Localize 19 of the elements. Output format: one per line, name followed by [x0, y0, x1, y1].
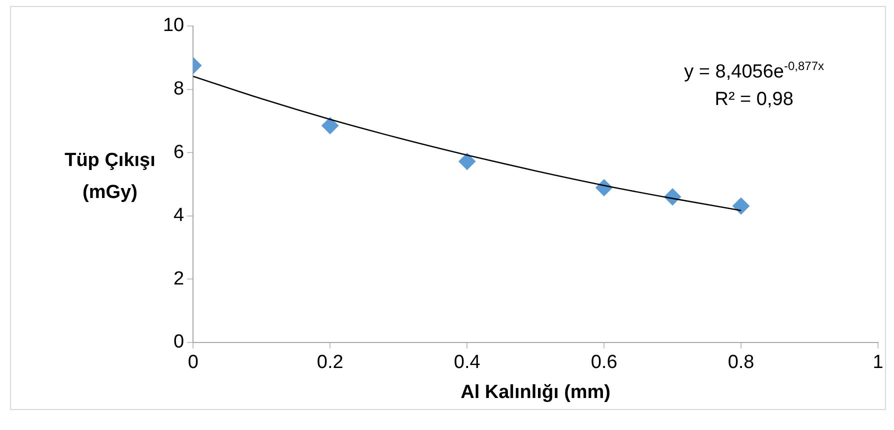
- x-axis-title: Al Kalınlığı (mm): [460, 382, 611, 403]
- y-tick-label: 2: [174, 268, 184, 290]
- x-tick-label: 0: [188, 352, 198, 374]
- y-tick-label: 6: [174, 142, 184, 163]
- x-tick-label: 0.8: [728, 352, 754, 374]
- point: [732, 198, 750, 215]
- point: [322, 117, 339, 134]
- x-tick-label: 0.6: [590, 352, 618, 374]
- y-tick-label: 0: [174, 332, 184, 353]
- annotation: R² = 0,98: [714, 88, 794, 112]
- annotation: y = 8,4056e$^{-0,877x}$: [684, 58, 824, 84]
- x-tick-label: 0.2: [316, 352, 344, 374]
- x-tick-label: 1: [872, 352, 884, 374]
- y-axis-title: Tüp Çıkışı (mGy): [64, 150, 156, 203]
- y-tick-label: 8: [174, 78, 184, 100]
- point: [458, 152, 476, 170]
- y-tick-label: 4: [174, 205, 185, 226]
- y-tick-label: 10: [162, 15, 184, 36]
- x-tick-label: 0.4: [454, 352, 481, 374]
